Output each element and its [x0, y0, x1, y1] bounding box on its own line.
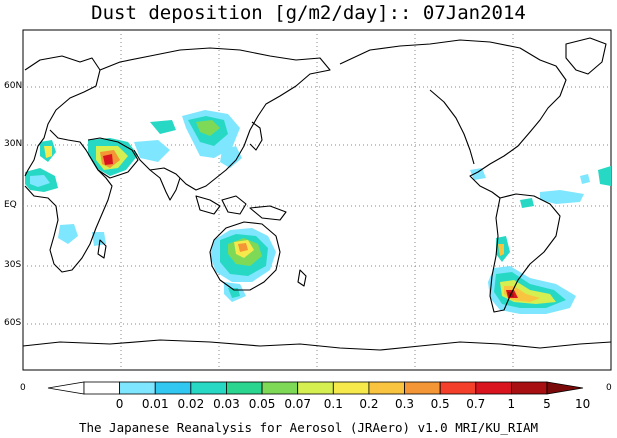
- colorbar-box: [332, 381, 370, 395]
- coast-antarctica: [22, 339, 612, 351]
- coast-north-america: [339, 39, 567, 199]
- colorbar-box: [83, 381, 121, 395]
- colorbar-tick-label: 5: [543, 397, 551, 411]
- gridlines: [23, 30, 611, 370]
- colorbar-tick-label: 0.01: [141, 397, 169, 411]
- colorbar-box: [119, 381, 156, 395]
- colorbar-box: [368, 381, 405, 395]
- lat-label-60s: 60S: [4, 318, 22, 328]
- footer-credit: The Japanese Reanalysis for Aerosol (JRA…: [78, 420, 539, 435]
- colorbar-tick-label: 10: [574, 397, 591, 411]
- colorbar: [47, 381, 584, 395]
- colorbar-tick-label: 0.02: [177, 397, 205, 411]
- colorbar-tick-label: 0.03: [213, 397, 240, 411]
- x-axis-right-label: 0: [606, 383, 612, 393]
- colorbar-box: [475, 381, 512, 395]
- colorbar-box: [226, 381, 263, 395]
- coast-south-america: [489, 193, 561, 313]
- colorbar-box: [404, 381, 441, 395]
- colorbar-tick-label: 0.05: [248, 397, 276, 411]
- colorbar-arrow-low: [47, 381, 85, 395]
- colorbar-tick-label: 0.3: [394, 397, 415, 411]
- colorbar-arrow-high: [546, 381, 584, 395]
- colorbar-box: [154, 381, 192, 395]
- coast-australia: [209, 221, 281, 291]
- colorbar-box: [261, 381, 299, 395]
- x-axis-left-label: 0: [20, 383, 26, 393]
- colorbar-tick-label: 0.07: [284, 397, 312, 411]
- coast-africa-europe: [24, 55, 113, 273]
- lat-label-60n: 60N: [4, 81, 23, 91]
- lat-label-30n: 30N: [4, 139, 23, 149]
- colorbar-tick-label: 0.5: [430, 397, 450, 411]
- colorbar-tick-label: 0.7: [466, 397, 486, 411]
- colorbar-box: [190, 381, 227, 395]
- colorbar-box: [510, 381, 548, 395]
- coastlines: [22, 37, 612, 351]
- colorbar-tick-label: 0: [115, 397, 124, 411]
- colorbar-tick-label: 0.1: [323, 397, 343, 411]
- colorbar-tick-label: 0.2: [359, 397, 379, 411]
- coast-asia: [99, 47, 331, 191]
- lat-label-eq: EQ: [4, 200, 17, 210]
- colorbar-box: [297, 381, 334, 395]
- lat-label-30s: 30S: [4, 260, 22, 270]
- map-title: Dust deposition [g/m2/day]:: 07Jan2014: [91, 2, 526, 24]
- dust-deposition-shading: [25, 110, 611, 314]
- colorbar-box: [439, 381, 477, 395]
- colorbar-tick-label: 1: [507, 397, 516, 411]
